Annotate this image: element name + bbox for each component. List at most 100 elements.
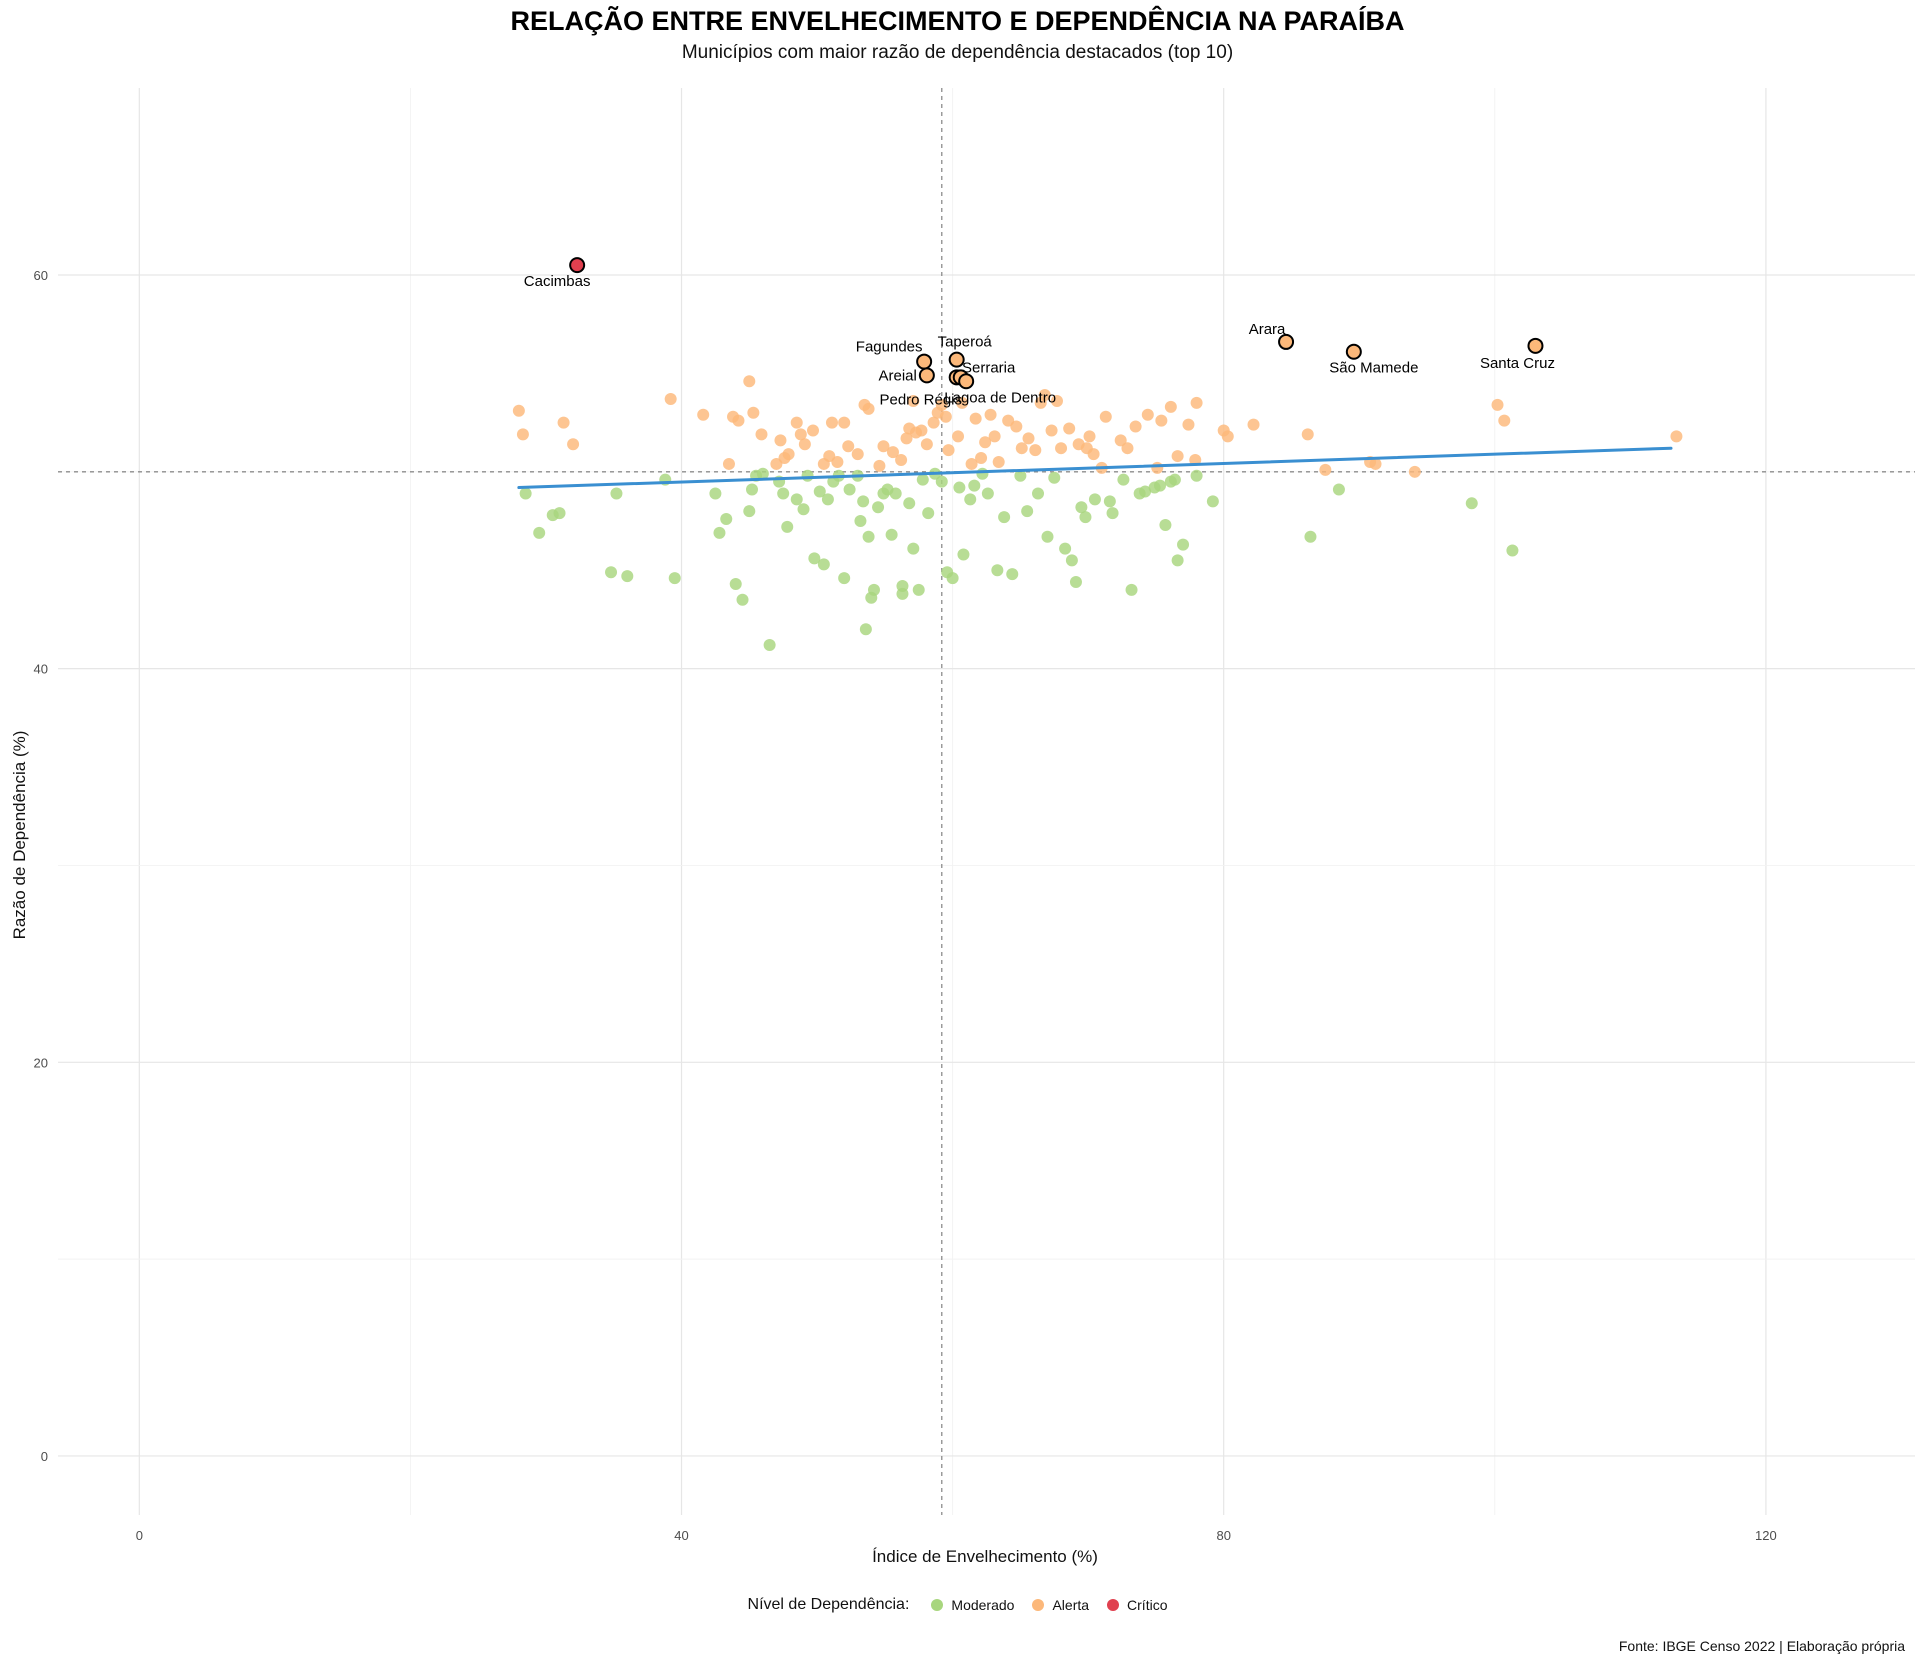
point-moderado bbox=[1079, 511, 1092, 524]
point-moderado bbox=[838, 572, 851, 585]
point-moderado bbox=[1206, 495, 1219, 508]
legend-label-alerta: Alerta bbox=[1052, 1597, 1090, 1613]
legend-item-critico: Crítico bbox=[1107, 1597, 1167, 1613]
point-alerta bbox=[920, 438, 933, 451]
point-moderado bbox=[896, 587, 909, 600]
point-moderado bbox=[953, 481, 966, 494]
point-alerta bbox=[1190, 396, 1203, 409]
trend-line bbox=[517, 446, 1673, 490]
point-moderado bbox=[857, 495, 870, 508]
legend-swatch-alerta bbox=[1032, 1599, 1045, 1611]
point-alerta bbox=[1022, 432, 1035, 445]
point-alerta bbox=[755, 428, 768, 441]
point-moderado bbox=[1332, 483, 1345, 496]
point-moderado bbox=[1088, 493, 1101, 506]
point-alerta bbox=[873, 459, 886, 472]
point-moderado bbox=[801, 469, 814, 482]
point-moderado bbox=[1190, 469, 1203, 482]
highlight-point bbox=[1345, 343, 1362, 360]
point-alerta bbox=[1129, 420, 1142, 433]
y-axis-label: Razão de Dependência (%) bbox=[10, 731, 29, 940]
y-tick-label: 60 bbox=[34, 268, 48, 283]
trend-line-path bbox=[517, 446, 1673, 490]
point-moderado bbox=[1465, 497, 1478, 510]
point-alerta bbox=[988, 430, 1001, 443]
point-alerta bbox=[798, 438, 811, 451]
point-alerta bbox=[1408, 465, 1421, 478]
point-moderado bbox=[519, 487, 532, 500]
highlight-label: Santa Cruz bbox=[1480, 355, 1555, 372]
reference-lines bbox=[58, 88, 1915, 1515]
point-alerta bbox=[831, 455, 844, 468]
point-moderado bbox=[621, 570, 634, 583]
point-moderado bbox=[720, 513, 733, 526]
point-alerta bbox=[838, 416, 851, 429]
point-alerta bbox=[747, 406, 760, 419]
point-moderado bbox=[1006, 568, 1019, 581]
x-tick-label: 40 bbox=[674, 1528, 688, 1543]
point-alerta bbox=[900, 432, 913, 445]
point-moderado bbox=[817, 558, 830, 571]
axis-labels: 0 40 80 120 0 20 40 60 bbox=[34, 268, 1777, 1543]
point-moderado bbox=[843, 483, 856, 496]
legend-swatch-moderado bbox=[931, 1599, 944, 1611]
point-moderado bbox=[981, 487, 994, 500]
point-moderado bbox=[610, 487, 623, 500]
point-moderado bbox=[1171, 554, 1184, 567]
point-alerta bbox=[975, 452, 988, 465]
point-alerta bbox=[1045, 424, 1058, 437]
point-alerta bbox=[1121, 442, 1134, 455]
point-moderado bbox=[713, 526, 726, 539]
point-moderado bbox=[867, 583, 880, 596]
point-moderado bbox=[743, 505, 756, 518]
point-moderado bbox=[746, 483, 759, 496]
highlight-label: Lagoa de Dentro bbox=[944, 389, 1056, 406]
point-moderado bbox=[1059, 542, 1072, 555]
x-axis-label: Índice de Envelhecimento (%) bbox=[872, 1547, 1098, 1566]
point-moderado bbox=[1032, 487, 1045, 500]
point-moderado bbox=[777, 487, 790, 500]
point-alerta bbox=[1164, 400, 1177, 413]
point-alerta bbox=[1141, 408, 1154, 421]
point-moderado bbox=[1168, 473, 1181, 486]
point-alerta bbox=[1099, 410, 1112, 423]
point-alerta bbox=[1050, 394, 1063, 407]
legend-item-moderado: Moderado bbox=[931, 1597, 1014, 1613]
legend: Nível de Dependência: Moderado Alerta Cr… bbox=[0, 1596, 1915, 1614]
point-alerta bbox=[743, 375, 756, 388]
point-moderado bbox=[1125, 583, 1138, 596]
point-moderado bbox=[862, 530, 875, 543]
point-alerta bbox=[567, 438, 580, 451]
point-alerta bbox=[1221, 430, 1234, 443]
point-moderado bbox=[1021, 505, 1034, 518]
point-alerta bbox=[664, 392, 677, 405]
point-alerta bbox=[895, 454, 908, 467]
highlight-label: Arara bbox=[1249, 321, 1286, 338]
point-alerta bbox=[1182, 418, 1195, 431]
point-moderado bbox=[533, 526, 546, 539]
point-alerta bbox=[512, 404, 525, 417]
point-alerta bbox=[939, 410, 952, 423]
point-alerta bbox=[1247, 418, 1260, 431]
point-moderado bbox=[821, 493, 834, 506]
point-alerta bbox=[1155, 414, 1168, 427]
point-alerta bbox=[1029, 444, 1042, 457]
point-moderado bbox=[1069, 576, 1082, 589]
highlight-point bbox=[1527, 337, 1544, 354]
point-moderado bbox=[903, 497, 916, 510]
point-alerta bbox=[956, 396, 969, 409]
point-moderado bbox=[885, 528, 898, 541]
point-moderado bbox=[946, 572, 959, 585]
legend-item-alerta: Alerta bbox=[1032, 1597, 1089, 1613]
point-moderado bbox=[1065, 554, 1078, 567]
point-moderado bbox=[912, 583, 925, 596]
highlight-label: São Mamede bbox=[1329, 360, 1418, 377]
point-alerta bbox=[992, 455, 1005, 468]
x-tick-label: 80 bbox=[1216, 1528, 1230, 1543]
point-moderado bbox=[854, 515, 867, 528]
chart-title: RELAÇÃO ENTRE ENVELHECIMENTO E DEPENDÊNC… bbox=[510, 6, 1405, 36]
highlight-point bbox=[1278, 333, 1295, 350]
point-moderado bbox=[781, 520, 794, 533]
point-moderado bbox=[756, 467, 769, 480]
point-alerta bbox=[915, 424, 928, 437]
